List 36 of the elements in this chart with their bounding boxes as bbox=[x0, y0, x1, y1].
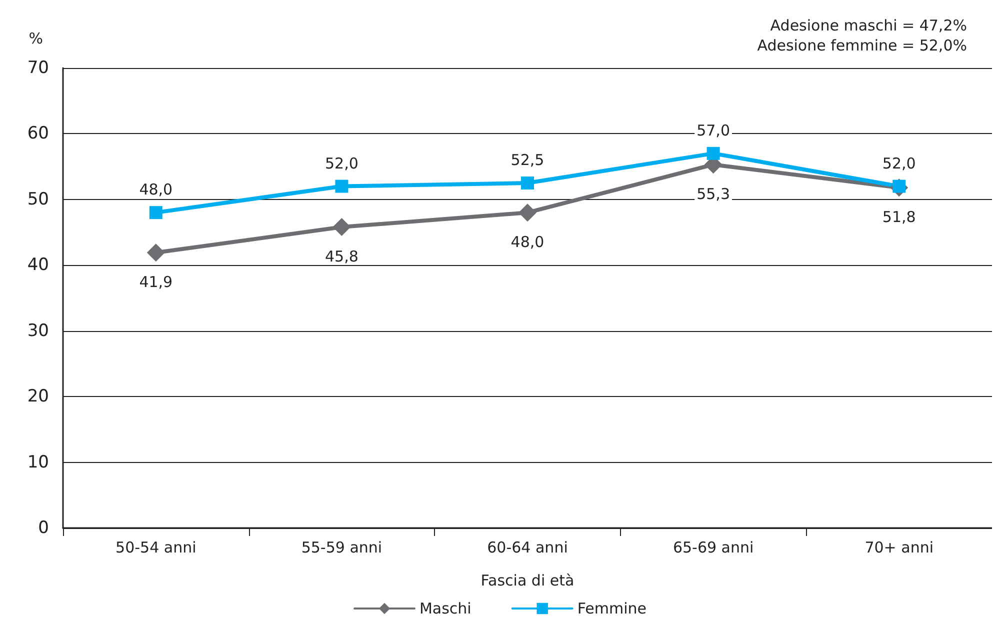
y-tick-label: 60 bbox=[27, 124, 49, 144]
point bbox=[332, 218, 351, 236]
text: Adesione femmine = 52,0% bbox=[757, 36, 968, 54]
y-tick-label: 50 bbox=[27, 189, 49, 210]
y-tick-label: 10 bbox=[27, 452, 49, 472]
point bbox=[518, 204, 536, 222]
data-label: 52,5 bbox=[510, 151, 544, 169]
point bbox=[146, 244, 165, 262]
point bbox=[706, 146, 720, 160]
x-tick-label: 65-69 anni bbox=[672, 538, 754, 556]
x-tick-label: 60-64 anni bbox=[487, 538, 568, 556]
y-tick-label: 0 bbox=[38, 518, 49, 538]
x-tick-label: 70+ anni bbox=[864, 538, 934, 556]
data-label: 48,0 bbox=[510, 233, 544, 252]
y-axis-title: % bbox=[28, 30, 43, 48]
x-tick-label: 55-59 anni bbox=[301, 538, 382, 556]
y-tick-label: 70 bbox=[27, 58, 49, 78]
data-label: 52,0 bbox=[324, 154, 358, 172]
legend-label: Maschi bbox=[419, 600, 472, 618]
data-label: 55,3 bbox=[696, 185, 730, 204]
data-label: 52,0 bbox=[882, 154, 916, 172]
y-tick-label: 20 bbox=[27, 386, 49, 407]
data-label: 57,0 bbox=[696, 121, 730, 140]
data-label: 41,9 bbox=[139, 273, 173, 292]
legend-label: Femmine bbox=[577, 600, 647, 618]
data-label: 45,8 bbox=[324, 248, 358, 266]
x-tick-label: 50-54 anni bbox=[116, 538, 196, 556]
data-label: 51,8 bbox=[882, 208, 916, 226]
text: Adesione maschi = 47,2% bbox=[770, 16, 968, 34]
point bbox=[149, 206, 162, 220]
y-tick-label: 40 bbox=[27, 255, 49, 276]
point bbox=[335, 180, 348, 193]
y-tick-label: 30 bbox=[27, 320, 49, 341]
x-axis-title: Fascia di età bbox=[480, 572, 574, 590]
point bbox=[521, 176, 534, 190]
data-label: 48,0 bbox=[139, 180, 173, 199]
